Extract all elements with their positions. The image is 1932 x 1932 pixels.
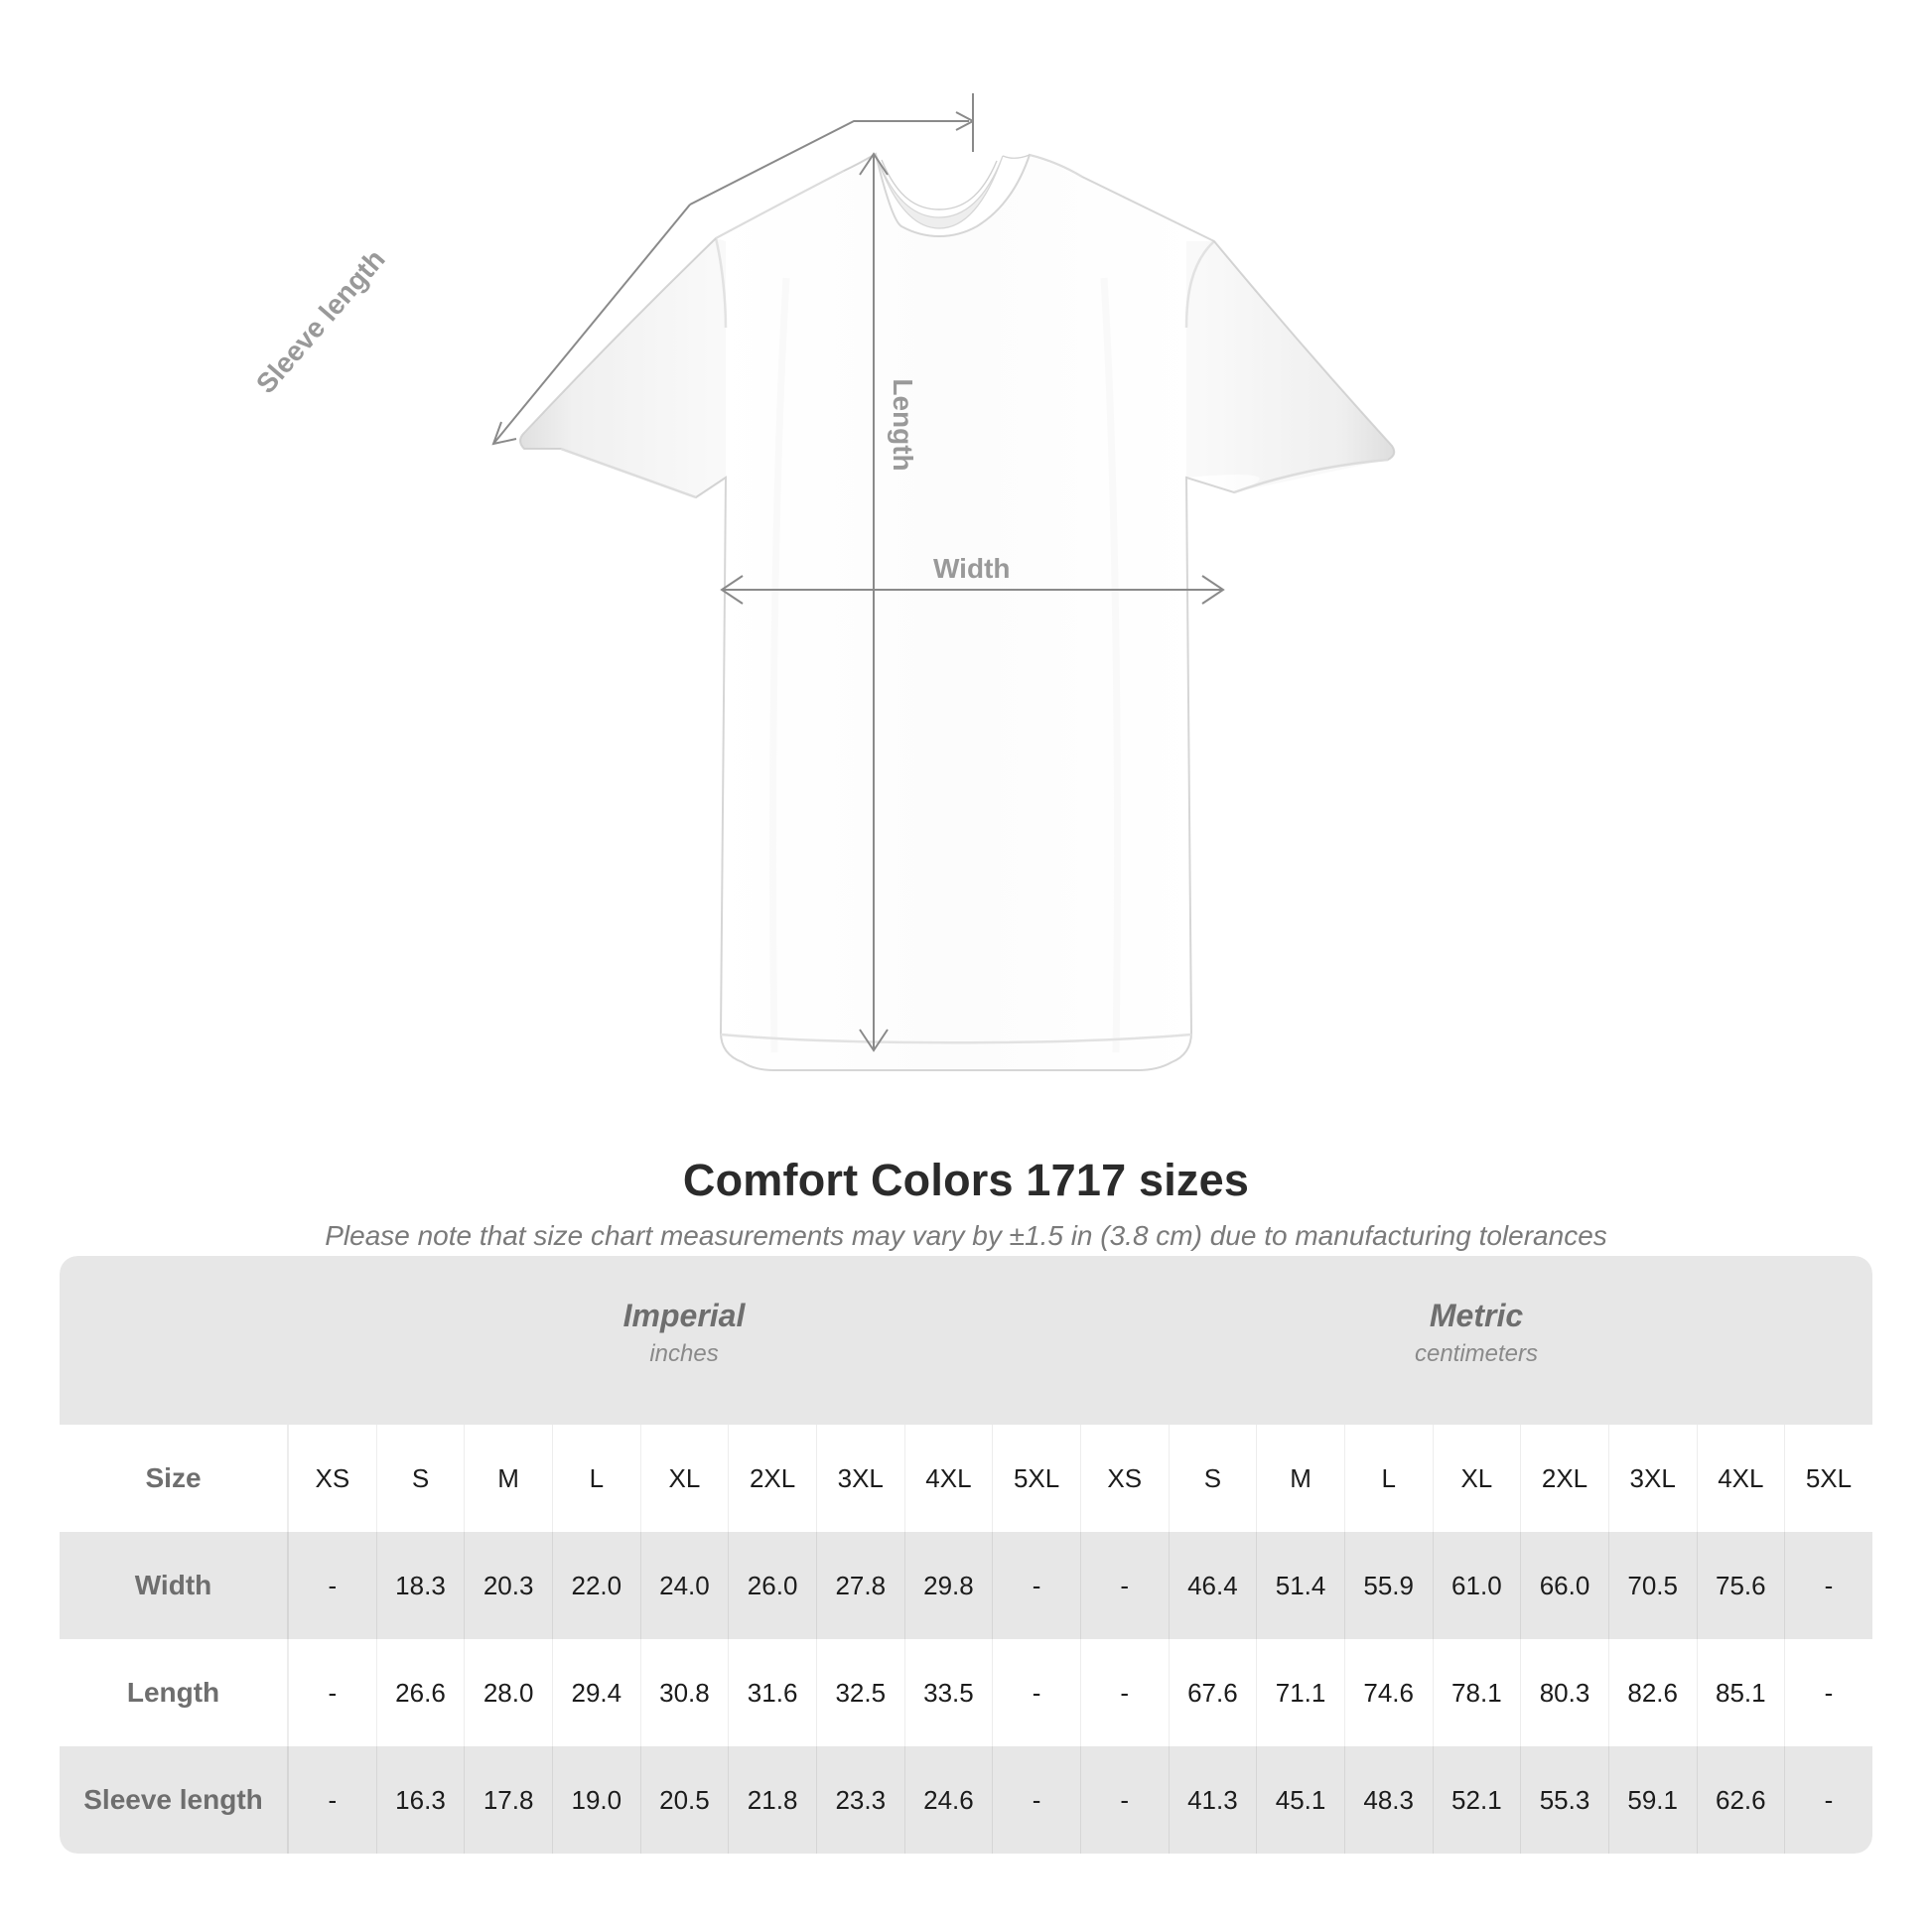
svg-text:Sleeve length: Sleeve length	[250, 243, 391, 399]
svg-text:Length: Length	[888, 378, 918, 471]
svg-text:Width: Width	[933, 553, 1011, 584]
